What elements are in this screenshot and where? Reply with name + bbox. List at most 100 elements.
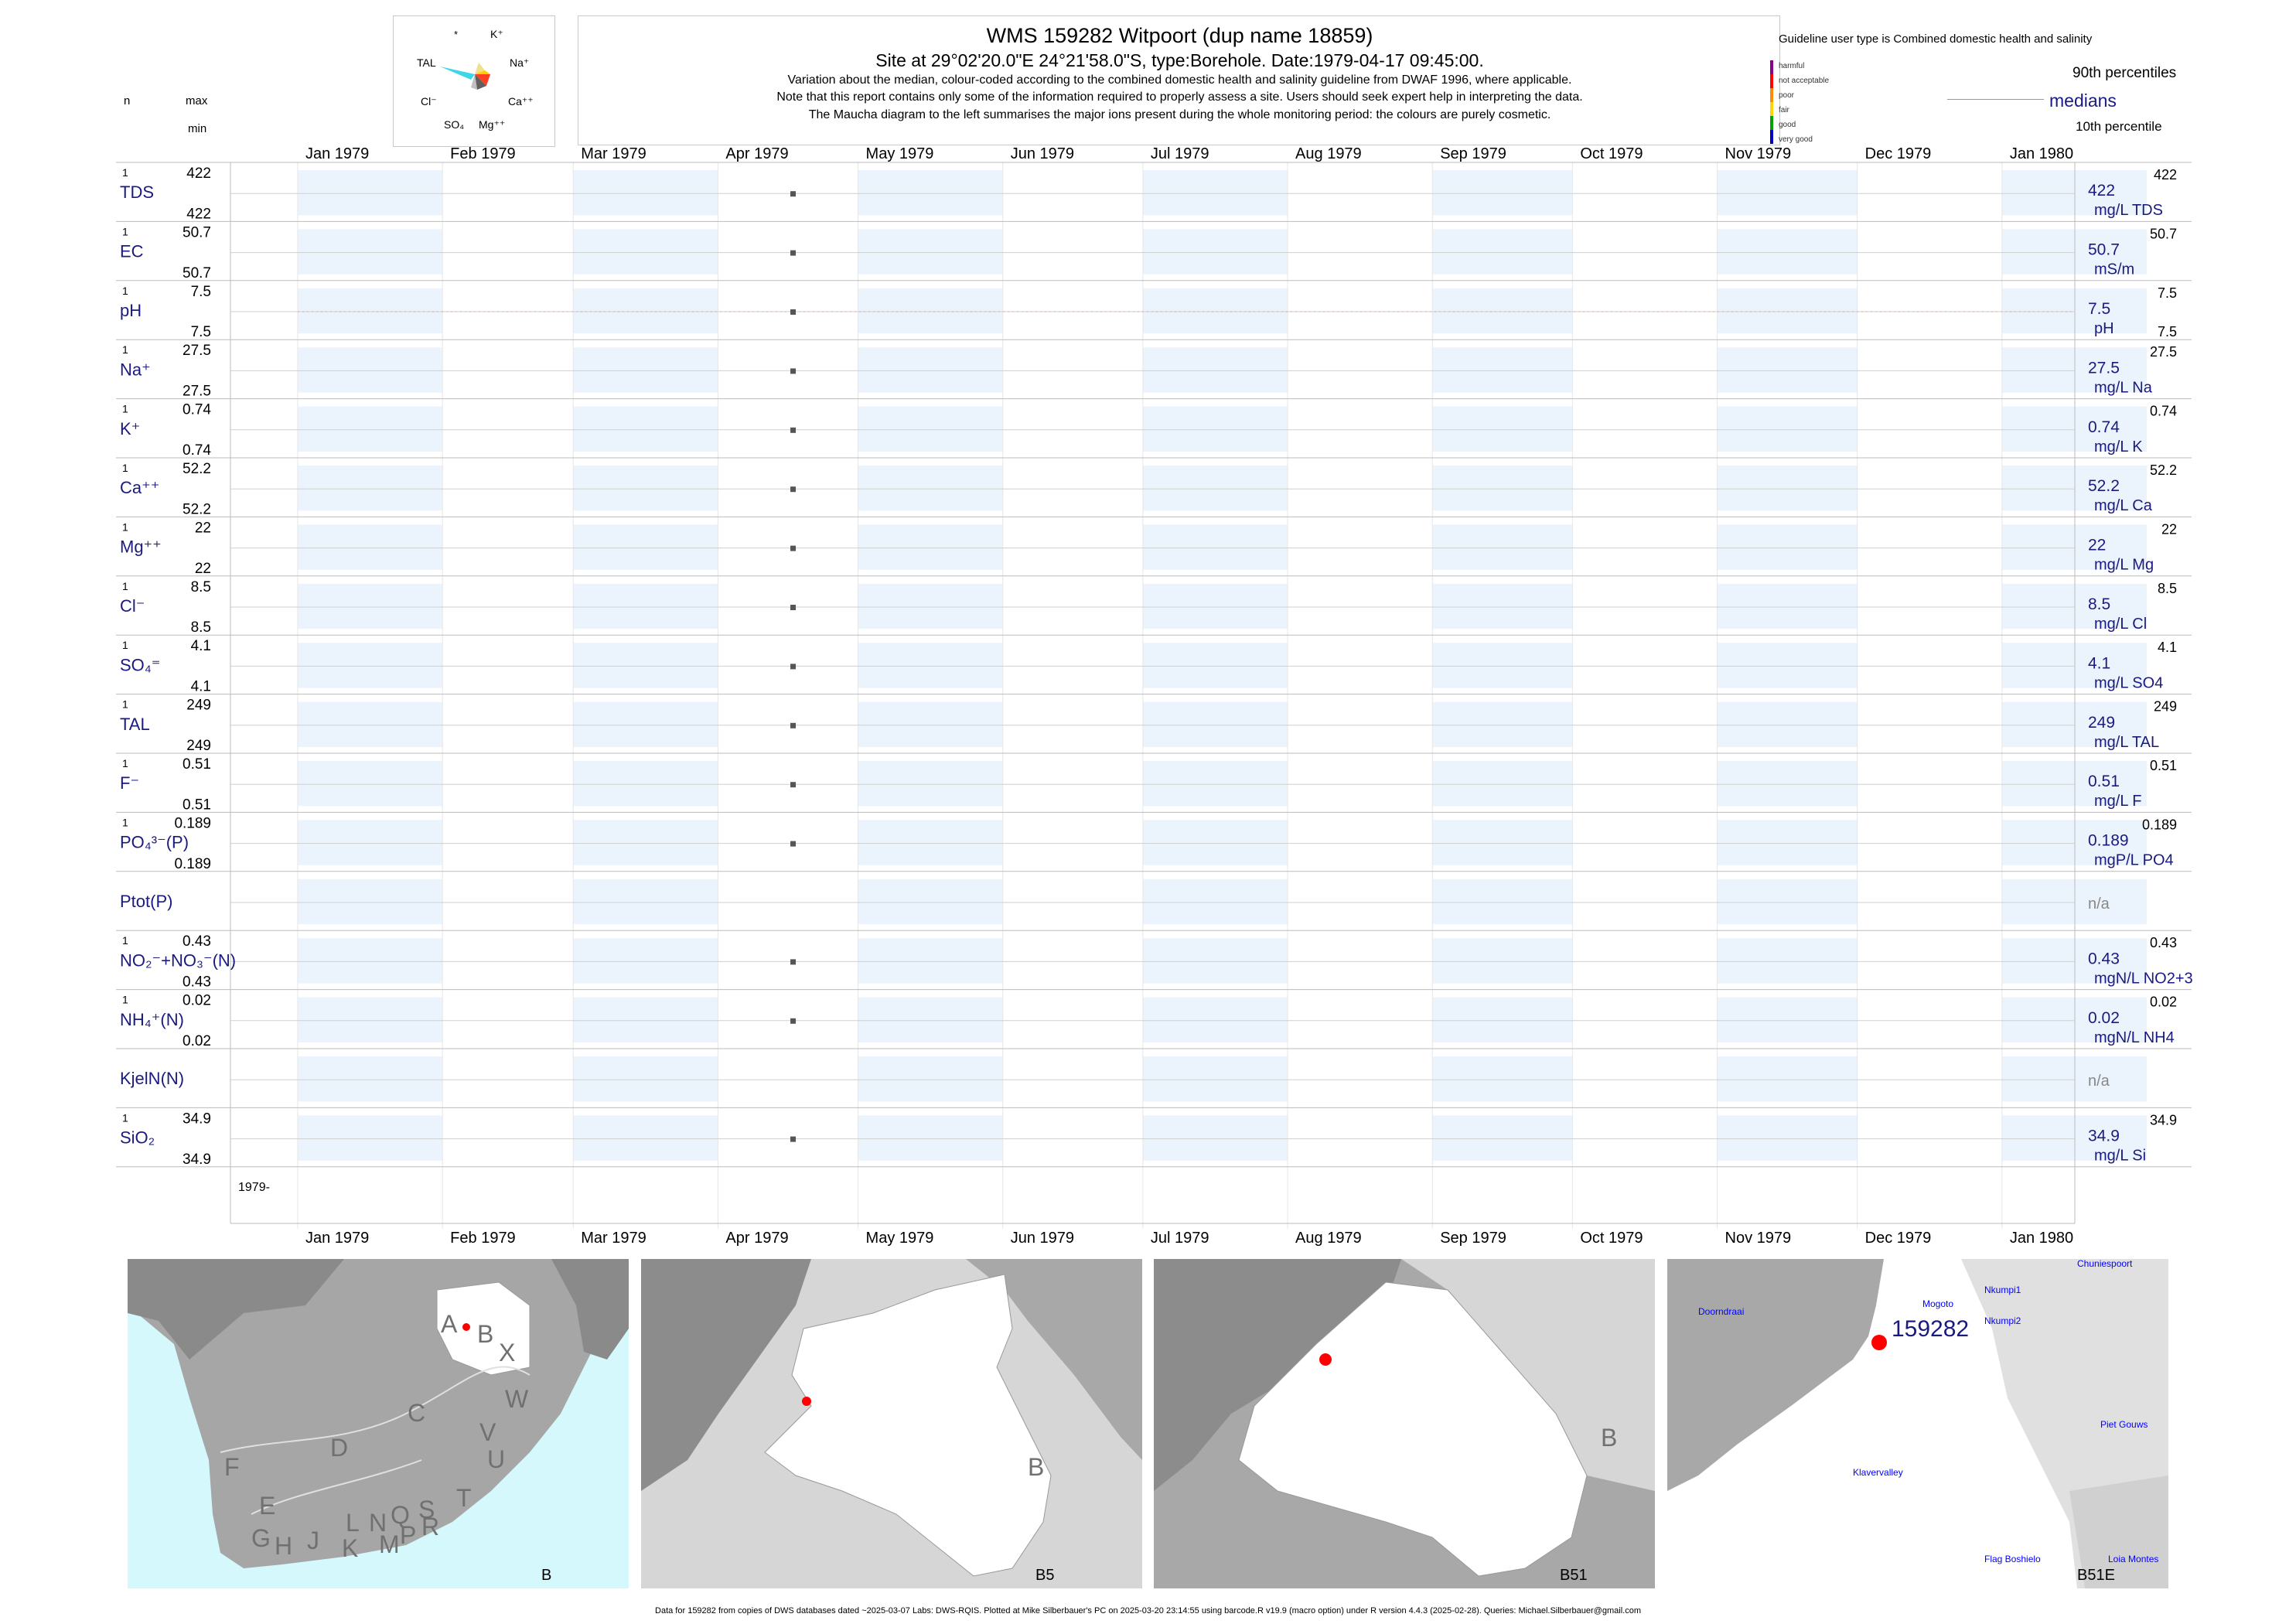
month-band: [298, 701, 443, 747]
param-max: 422: [186, 165, 211, 182]
month-band: [1142, 997, 1288, 1042]
sample-point: [790, 722, 797, 728]
month-band: [858, 938, 1003, 984]
param-min: 52.2: [183, 501, 211, 517]
maucha-label: *: [454, 29, 458, 40]
map-panel-b51e: 159282 Chuniespoort Mogoto Nkumpi1 Nkump…: [1667, 1259, 2168, 1588]
param-name: F⁻: [120, 773, 139, 793]
month-band: [858, 524, 1003, 570]
place-label: Nkumpi1: [1984, 1285, 2021, 1295]
param-p90: 249: [2154, 699, 2177, 715]
month-band: [1717, 643, 1858, 688]
maucha-mg-segment: [475, 74, 486, 90]
month-label-top: Mar 1979: [581, 145, 646, 162]
month-band: [1142, 170, 1288, 216]
param-p90: 0.74: [2150, 404, 2177, 419]
param-max: 34.9: [183, 1111, 211, 1127]
month-band: [298, 820, 443, 865]
maucha-label: Ca⁺⁺: [508, 95, 534, 107]
month-band: [2001, 583, 2148, 629]
header-note: Note that this report contains only some…: [776, 90, 1583, 104]
month-band: [2001, 879, 2148, 925]
month-band: [858, 170, 1003, 216]
param-median: 34.9: [2088, 1128, 2120, 1145]
month-band: [1717, 229, 1858, 275]
param-min: 0.02: [183, 1033, 211, 1049]
param-median: 249: [2088, 714, 2115, 732]
param-min: 422: [186, 206, 211, 222]
map-label: B: [541, 1567, 552, 1584]
region-label: G: [251, 1524, 271, 1552]
month-band: [1432, 524, 1573, 570]
param-unit: mg/L Cl: [2094, 616, 2147, 633]
param-min: 8.5: [191, 619, 211, 636]
param-min: 0.43: [183, 974, 211, 991]
month-band: [573, 288, 718, 334]
maucha-label: TAL: [417, 56, 436, 69]
param-unit: mg/L K: [2094, 438, 2143, 455]
month-band: [858, 997, 1003, 1042]
param-unit: pH: [2094, 320, 2114, 337]
region-label: U: [487, 1445, 505, 1473]
legend-median-line: [1947, 99, 2044, 100]
month-label-bottom: Oct 1979: [1580, 1230, 1643, 1247]
param-max: 249: [186, 698, 211, 714]
month-band: [1432, 761, 1573, 807]
param-min: 0.51: [183, 797, 211, 813]
sample-point: [790, 250, 797, 256]
region-label: F: [224, 1453, 240, 1481]
param-n: 1: [122, 580, 128, 592]
month-label-bottom: Feb 1979: [450, 1230, 516, 1247]
sample-point: [790, 486, 797, 493]
month-band: [298, 997, 443, 1042]
sample-point: [790, 605, 797, 610]
legend-p90: 90th percentiles: [2073, 65, 2177, 81]
month-band: [298, 938, 443, 984]
month-band: [1142, 938, 1288, 984]
month-band: [573, 524, 718, 570]
param-unit: mS/m: [2094, 261, 2134, 278]
sample-point: [790, 309, 797, 315]
region-label: S: [418, 1496, 435, 1523]
month-band: [1142, 820, 1288, 865]
param-p90: 422: [2154, 167, 2177, 183]
param-n: 1: [122, 1111, 128, 1124]
region-label: E: [259, 1492, 275, 1520]
param-median: 0.43: [2088, 950, 2120, 967]
param-name: Ca⁺⁺: [120, 478, 159, 497]
param-median: 22: [2088, 537, 2106, 554]
place-label: Piet Gouws: [2100, 1419, 2148, 1430]
site-id-label: 159282: [1892, 1316, 1969, 1342]
param-unit: mg/L SO4: [2094, 674, 2163, 691]
month-band: [2001, 524, 2148, 570]
month-band: [1432, 879, 1573, 925]
month-label-bottom: May 1979: [866, 1230, 934, 1247]
param-name: Ptot(P): [120, 892, 172, 911]
region-label: L: [346, 1509, 360, 1537]
year-label: 1979-: [238, 1181, 270, 1194]
month-band: [858, 347, 1003, 393]
month-band: [2001, 466, 2148, 511]
param-p90: 34.9: [2150, 1112, 2177, 1128]
month-band: [573, 938, 718, 984]
month-band: [2001, 701, 2148, 747]
param-median: 0.02: [2088, 1009, 2120, 1027]
month-band: [1432, 406, 1573, 452]
month-band: [2001, 643, 2148, 688]
month-band: [1717, 938, 1858, 984]
month-band: [1717, 879, 1858, 925]
month-band: [1142, 1115, 1288, 1161]
month-band: [1142, 583, 1288, 629]
region-label: R: [421, 1513, 439, 1540]
param-unit: mg/L Mg: [2094, 557, 2154, 574]
param-median: 52.2: [2088, 477, 2120, 495]
month-band: [573, 406, 718, 452]
month-label-top: Oct 1979: [1580, 145, 1643, 162]
max-header: max: [186, 94, 208, 107]
month-band: [573, 643, 718, 688]
month-band: [858, 820, 1003, 865]
month-band: [1142, 643, 1288, 688]
month-band: [573, 997, 718, 1042]
param-name: NH₄⁺(N): [120, 1010, 184, 1029]
param-n: 1: [122, 698, 128, 711]
